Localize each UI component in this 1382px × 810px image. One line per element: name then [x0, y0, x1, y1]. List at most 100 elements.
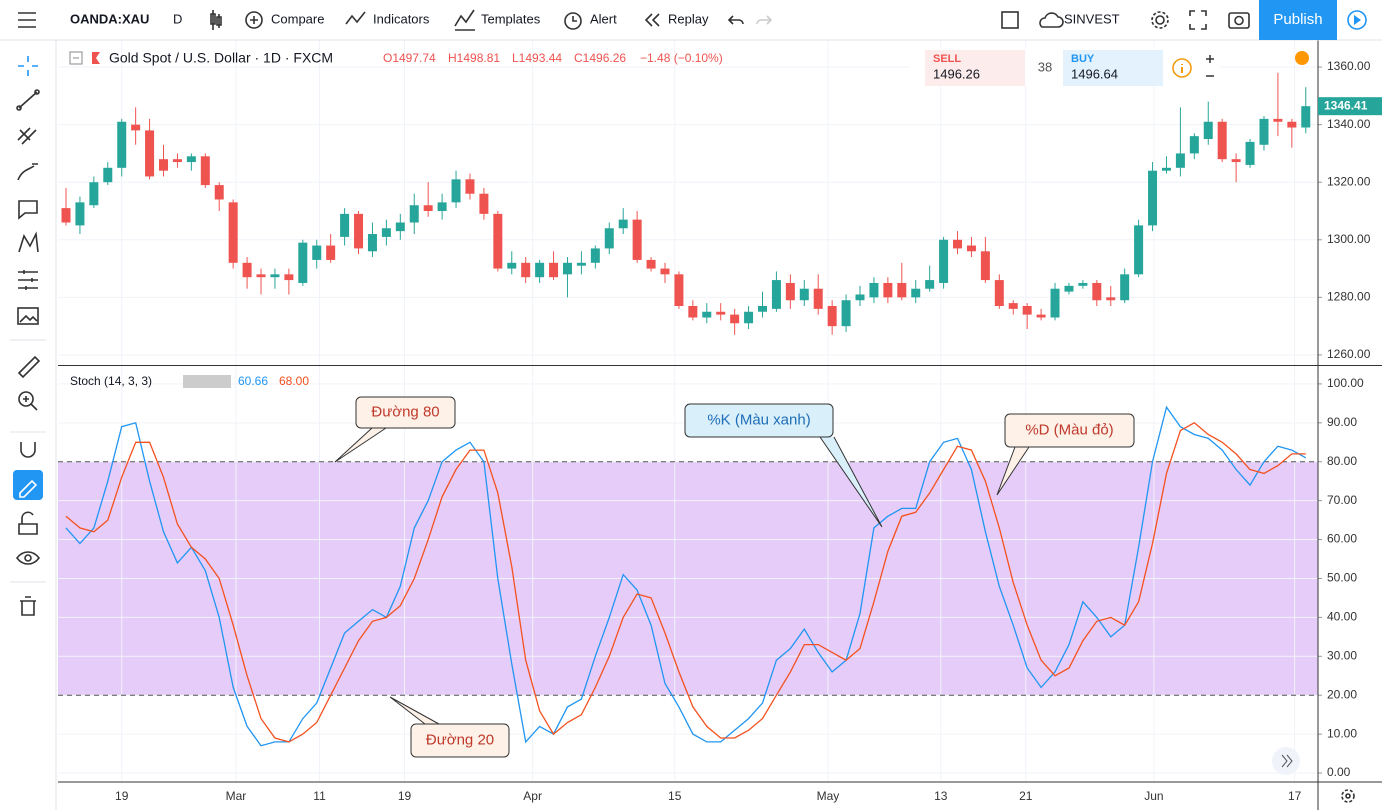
callout-box — [684, 403, 834, 438]
y-tick-label: 90.00 — [1327, 415, 1357, 429]
legend-title: Gold Spot / U.S. Dollar · 1D · FXCM — [109, 50, 333, 66]
candle-body — [75, 202, 85, 226]
templates-button[interactable]: Templates — [481, 11, 541, 26]
candle-body — [1092, 282, 1102, 301]
last-price-label: 1346.41 — [1324, 98, 1368, 112]
sell-label: SELL — [933, 53, 961, 65]
collapse-icon[interactable] — [69, 51, 83, 65]
cloud-icon[interactable] — [1039, 12, 1064, 28]
scroll-glyph — [1281, 754, 1293, 768]
candle-body — [1161, 167, 1171, 171]
layout-icon[interactable] — [1001, 11, 1019, 29]
candle-body — [813, 288, 823, 309]
snapshot-icon[interactable] — [1228, 12, 1250, 29]
symbol-flag — [92, 52, 100, 64]
candle-body — [172, 159, 182, 163]
x-tick-label: 19 — [115, 789, 129, 803]
candle-body — [618, 219, 628, 229]
callout-text: %D (Màu đỏ) — [1025, 421, 1113, 438]
compare-icon[interactable] — [245, 11, 263, 29]
candle-body — [1078, 282, 1088, 286]
candle-body — [214, 185, 224, 200]
candle-body — [159, 159, 169, 171]
candle-body — [771, 280, 781, 309]
candle-body — [994, 280, 1004, 306]
y-tick-label: 80.00 — [1327, 454, 1357, 468]
candle-body — [1022, 305, 1032, 315]
undo-icon[interactable] — [727, 15, 744, 25]
y-tick-label: 30.00 — [1327, 648, 1357, 662]
alert-icon[interactable] — [564, 12, 582, 30]
menu-icon[interactable] — [18, 12, 36, 28]
callout-text: Đường 20 — [426, 731, 494, 748]
candle-body — [395, 222, 405, 232]
left-tools[interactable] — [15, 56, 41, 616]
chart-type-icon[interactable] — [210, 10, 222, 30]
candle-body — [381, 228, 391, 237]
candle-body — [1148, 170, 1158, 226]
replay-button[interactable]: Replay — [668, 11, 709, 26]
candle-body — [939, 239, 949, 283]
fullscreen-icon[interactable] — [1189, 10, 1207, 30]
candle-body — [549, 262, 559, 278]
indicators-icon[interactable] — [345, 11, 366, 25]
candle-body — [1134, 225, 1144, 275]
candle-body — [256, 274, 266, 278]
x-tick-label: Jun — [1144, 789, 1163, 803]
candle-body — [1120, 274, 1130, 301]
candle-body — [131, 124, 141, 131]
x-tick-label: Apr — [523, 789, 542, 803]
callout-pointer — [389, 696, 440, 725]
alert-button[interactable]: Alert — [590, 11, 617, 26]
candle-body — [716, 311, 726, 315]
warning-icon[interactable] — [1295, 51, 1309, 65]
x-tick-label: May — [817, 789, 840, 803]
x-tick-label: 11 — [313, 789, 326, 803]
play-icon[interactable] — [1347, 10, 1367, 30]
candle-body — [479, 193, 489, 214]
candle-body — [507, 262, 517, 269]
publish-button[interactable]: Publish — [1273, 11, 1322, 28]
buy-button[interactable] — [1063, 50, 1163, 86]
symbol[interactable]: OANDA:XAU — [70, 11, 149, 26]
candle-body — [1203, 121, 1213, 140]
candle-body — [576, 262, 586, 266]
candle-body — [145, 130, 155, 177]
templates-icon[interactable] — [454, 9, 475, 31]
candle-body — [186, 156, 196, 163]
legend-close: C1496.26 — [574, 51, 626, 65]
candle-body — [841, 300, 851, 327]
axis-settings-icon[interactable] — [1341, 789, 1355, 803]
candle-body — [897, 282, 907, 298]
candle-body — [465, 179, 475, 194]
candle-body — [1008, 303, 1018, 309]
scroll-button[interactable] — [1272, 747, 1300, 775]
x-tick-label: 13 — [934, 789, 948, 803]
settings-icon[interactable] — [1151, 11, 1169, 29]
y-tick-label: 20.00 — [1327, 687, 1357, 701]
compare-button[interactable]: Compare — [271, 11, 324, 26]
stoch-controls[interactable] — [183, 375, 231, 388]
candle-body — [925, 280, 935, 289]
replay-icon[interactable] — [644, 13, 660, 27]
interval[interactable]: D — [173, 11, 182, 26]
account-name[interactable]: SINVEST — [1064, 11, 1120, 26]
candle-body — [1273, 118, 1283, 122]
candle-body — [312, 245, 322, 260]
publish-button-bg[interactable] — [1259, 0, 1337, 40]
stoch-title: Stoch (14, 3, 3) — [70, 374, 152, 388]
indicators-button[interactable]: Indicators — [373, 11, 430, 26]
callout-text: %K (Màu xanh) — [707, 411, 810, 428]
candle-body — [855, 294, 865, 301]
redo-icon[interactable] — [756, 15, 773, 25]
candle-body — [980, 251, 990, 281]
candle-body — [785, 282, 795, 301]
candle-body — [242, 262, 252, 278]
info-icon[interactable] — [1172, 58, 1192, 78]
buy-label: BUY — [1071, 53, 1095, 65]
sell-button[interactable] — [925, 50, 1025, 86]
zoom-buttons[interactable] — [1206, 55, 1214, 77]
candle-body — [799, 288, 809, 301]
x-tick-label: 15 — [668, 789, 682, 803]
candle-body — [409, 205, 419, 223]
